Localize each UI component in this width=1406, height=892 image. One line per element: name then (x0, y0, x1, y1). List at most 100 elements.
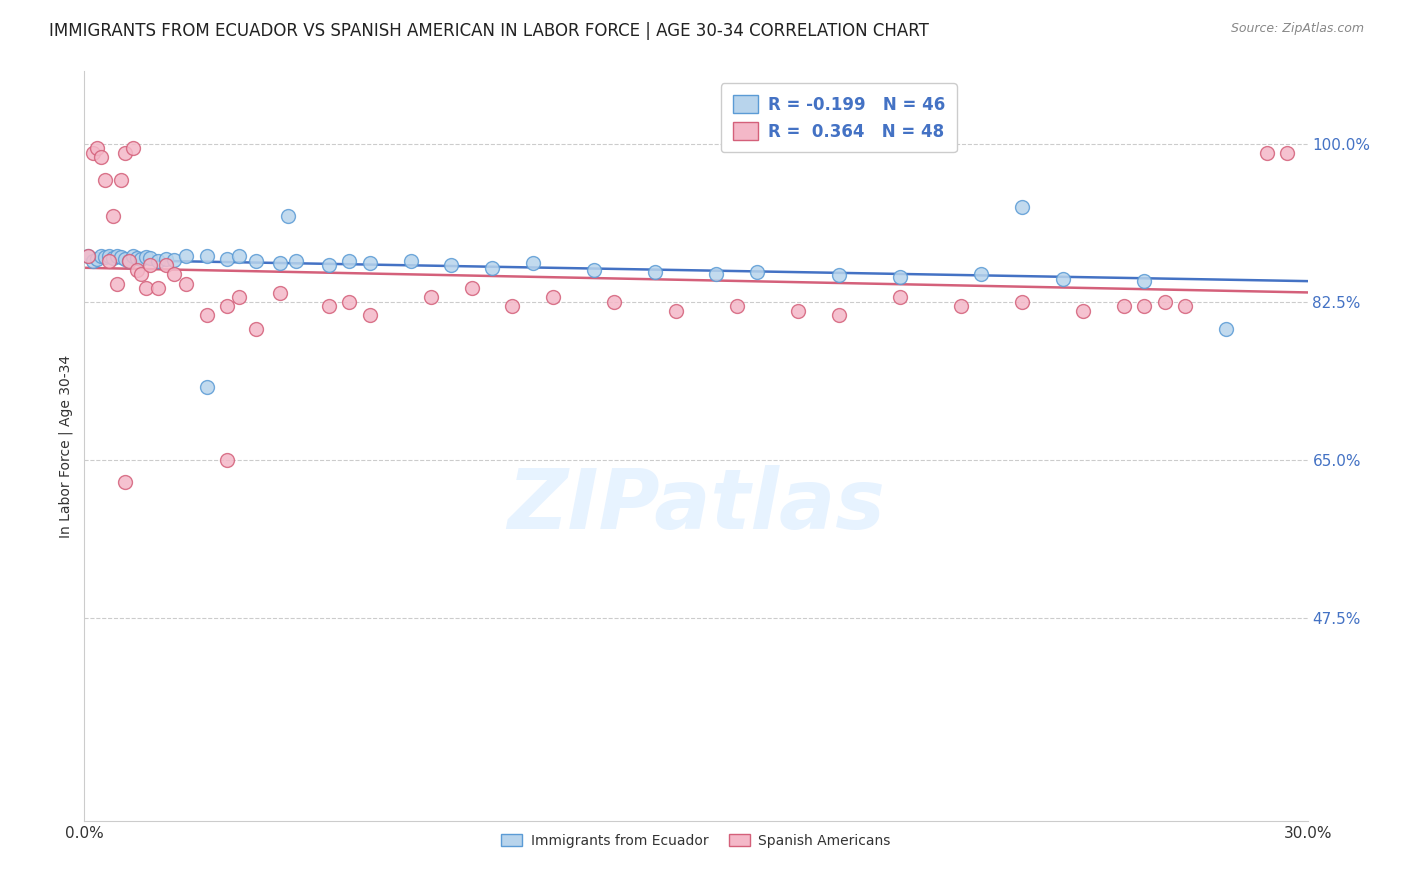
Point (110, 250, 132, 264)
Point (1133, 299, 1156, 313)
Point (131, 252, 153, 267)
Point (127, 251, 149, 265)
Point (1154, 294, 1177, 309)
Point (583, 263, 606, 277)
Point (93, 172, 115, 186)
Point (138, 259, 160, 273)
Point (787, 303, 810, 318)
Point (135, 281, 157, 295)
Point (950, 299, 973, 313)
Point (1114, 299, 1136, 313)
Point (105, 277, 128, 291)
Point (1011, 200, 1033, 214)
Point (93, 250, 115, 264)
Point (1133, 274, 1156, 288)
Y-axis label: In Labor Force | Age 30-34: In Labor Force | Age 30-34 (59, 354, 73, 538)
Text: IMMIGRANTS FROM ECUADOR VS SPANISH AMERICAN IN LABOR FORCE | AGE 30-34 CORRELATI: IMMIGRANTS FROM ECUADOR VS SPANISH AMERI… (49, 22, 929, 40)
Point (828, 268, 851, 283)
Point (522, 256, 544, 270)
Point (86, 252, 108, 267)
Point (195, 308, 218, 322)
Point (245, 321, 267, 335)
Point (135, 250, 157, 264)
Point (82, 145, 104, 160)
Point (440, 259, 463, 273)
Legend: Immigrants from Ecuador, Spanish Americans: Immigrants from Ecuador, Spanish America… (495, 827, 897, 855)
Point (195, 380, 218, 394)
Point (195, 249, 218, 263)
Point (114, 145, 136, 160)
Point (217, 252, 239, 267)
Point (138, 251, 160, 265)
Point (217, 299, 239, 313)
Text: ZIPatlas: ZIPatlas (508, 466, 884, 547)
Point (889, 290, 911, 304)
Point (339, 254, 361, 268)
Point (318, 259, 340, 273)
Point (146, 281, 169, 295)
Point (90, 150, 112, 164)
Point (543, 290, 565, 304)
Point (269, 256, 291, 270)
Point (122, 249, 145, 263)
Point (101, 209, 124, 223)
Point (359, 308, 381, 322)
Point (725, 299, 748, 313)
Point (318, 299, 340, 313)
Point (747, 265, 769, 279)
Point (101, 251, 124, 265)
Point (114, 475, 136, 489)
Point (1174, 299, 1197, 313)
Point (665, 303, 688, 318)
Point (828, 308, 851, 322)
Point (174, 277, 197, 291)
Point (90, 249, 112, 263)
Point (131, 268, 153, 282)
Point (86, 141, 108, 155)
Point (77, 249, 100, 263)
Point (399, 254, 422, 268)
Point (77, 249, 100, 263)
Point (110, 172, 132, 186)
Point (146, 254, 169, 268)
Point (217, 452, 239, 467)
Point (105, 249, 128, 263)
Point (889, 270, 911, 285)
Point (97, 248, 120, 262)
Point (269, 285, 291, 300)
Point (97, 254, 120, 268)
Point (155, 259, 177, 273)
Point (420, 290, 443, 304)
Point (118, 254, 141, 268)
Point (114, 252, 136, 267)
Point (359, 256, 381, 270)
Point (285, 254, 308, 268)
Point (502, 299, 524, 313)
Point (706, 267, 728, 281)
Point (245, 254, 267, 268)
Point (481, 261, 503, 276)
Point (603, 294, 626, 309)
Point (1256, 145, 1278, 160)
Point (461, 281, 484, 295)
Point (155, 252, 177, 267)
Point (118, 254, 141, 268)
Point (1215, 321, 1237, 335)
Point (277, 209, 299, 223)
Text: Source: ZipAtlas.com: Source: ZipAtlas.com (1230, 22, 1364, 36)
Point (82, 254, 104, 268)
Point (644, 265, 666, 279)
Point (174, 249, 197, 263)
Point (339, 294, 361, 309)
Point (228, 290, 250, 304)
Point (970, 268, 993, 282)
Point (163, 268, 186, 282)
Point (1052, 272, 1074, 286)
Point (127, 263, 149, 277)
Point (163, 253, 186, 268)
Point (122, 141, 145, 155)
Point (228, 248, 250, 262)
Point (1073, 303, 1095, 318)
Point (1011, 294, 1033, 309)
Point (1277, 145, 1299, 160)
